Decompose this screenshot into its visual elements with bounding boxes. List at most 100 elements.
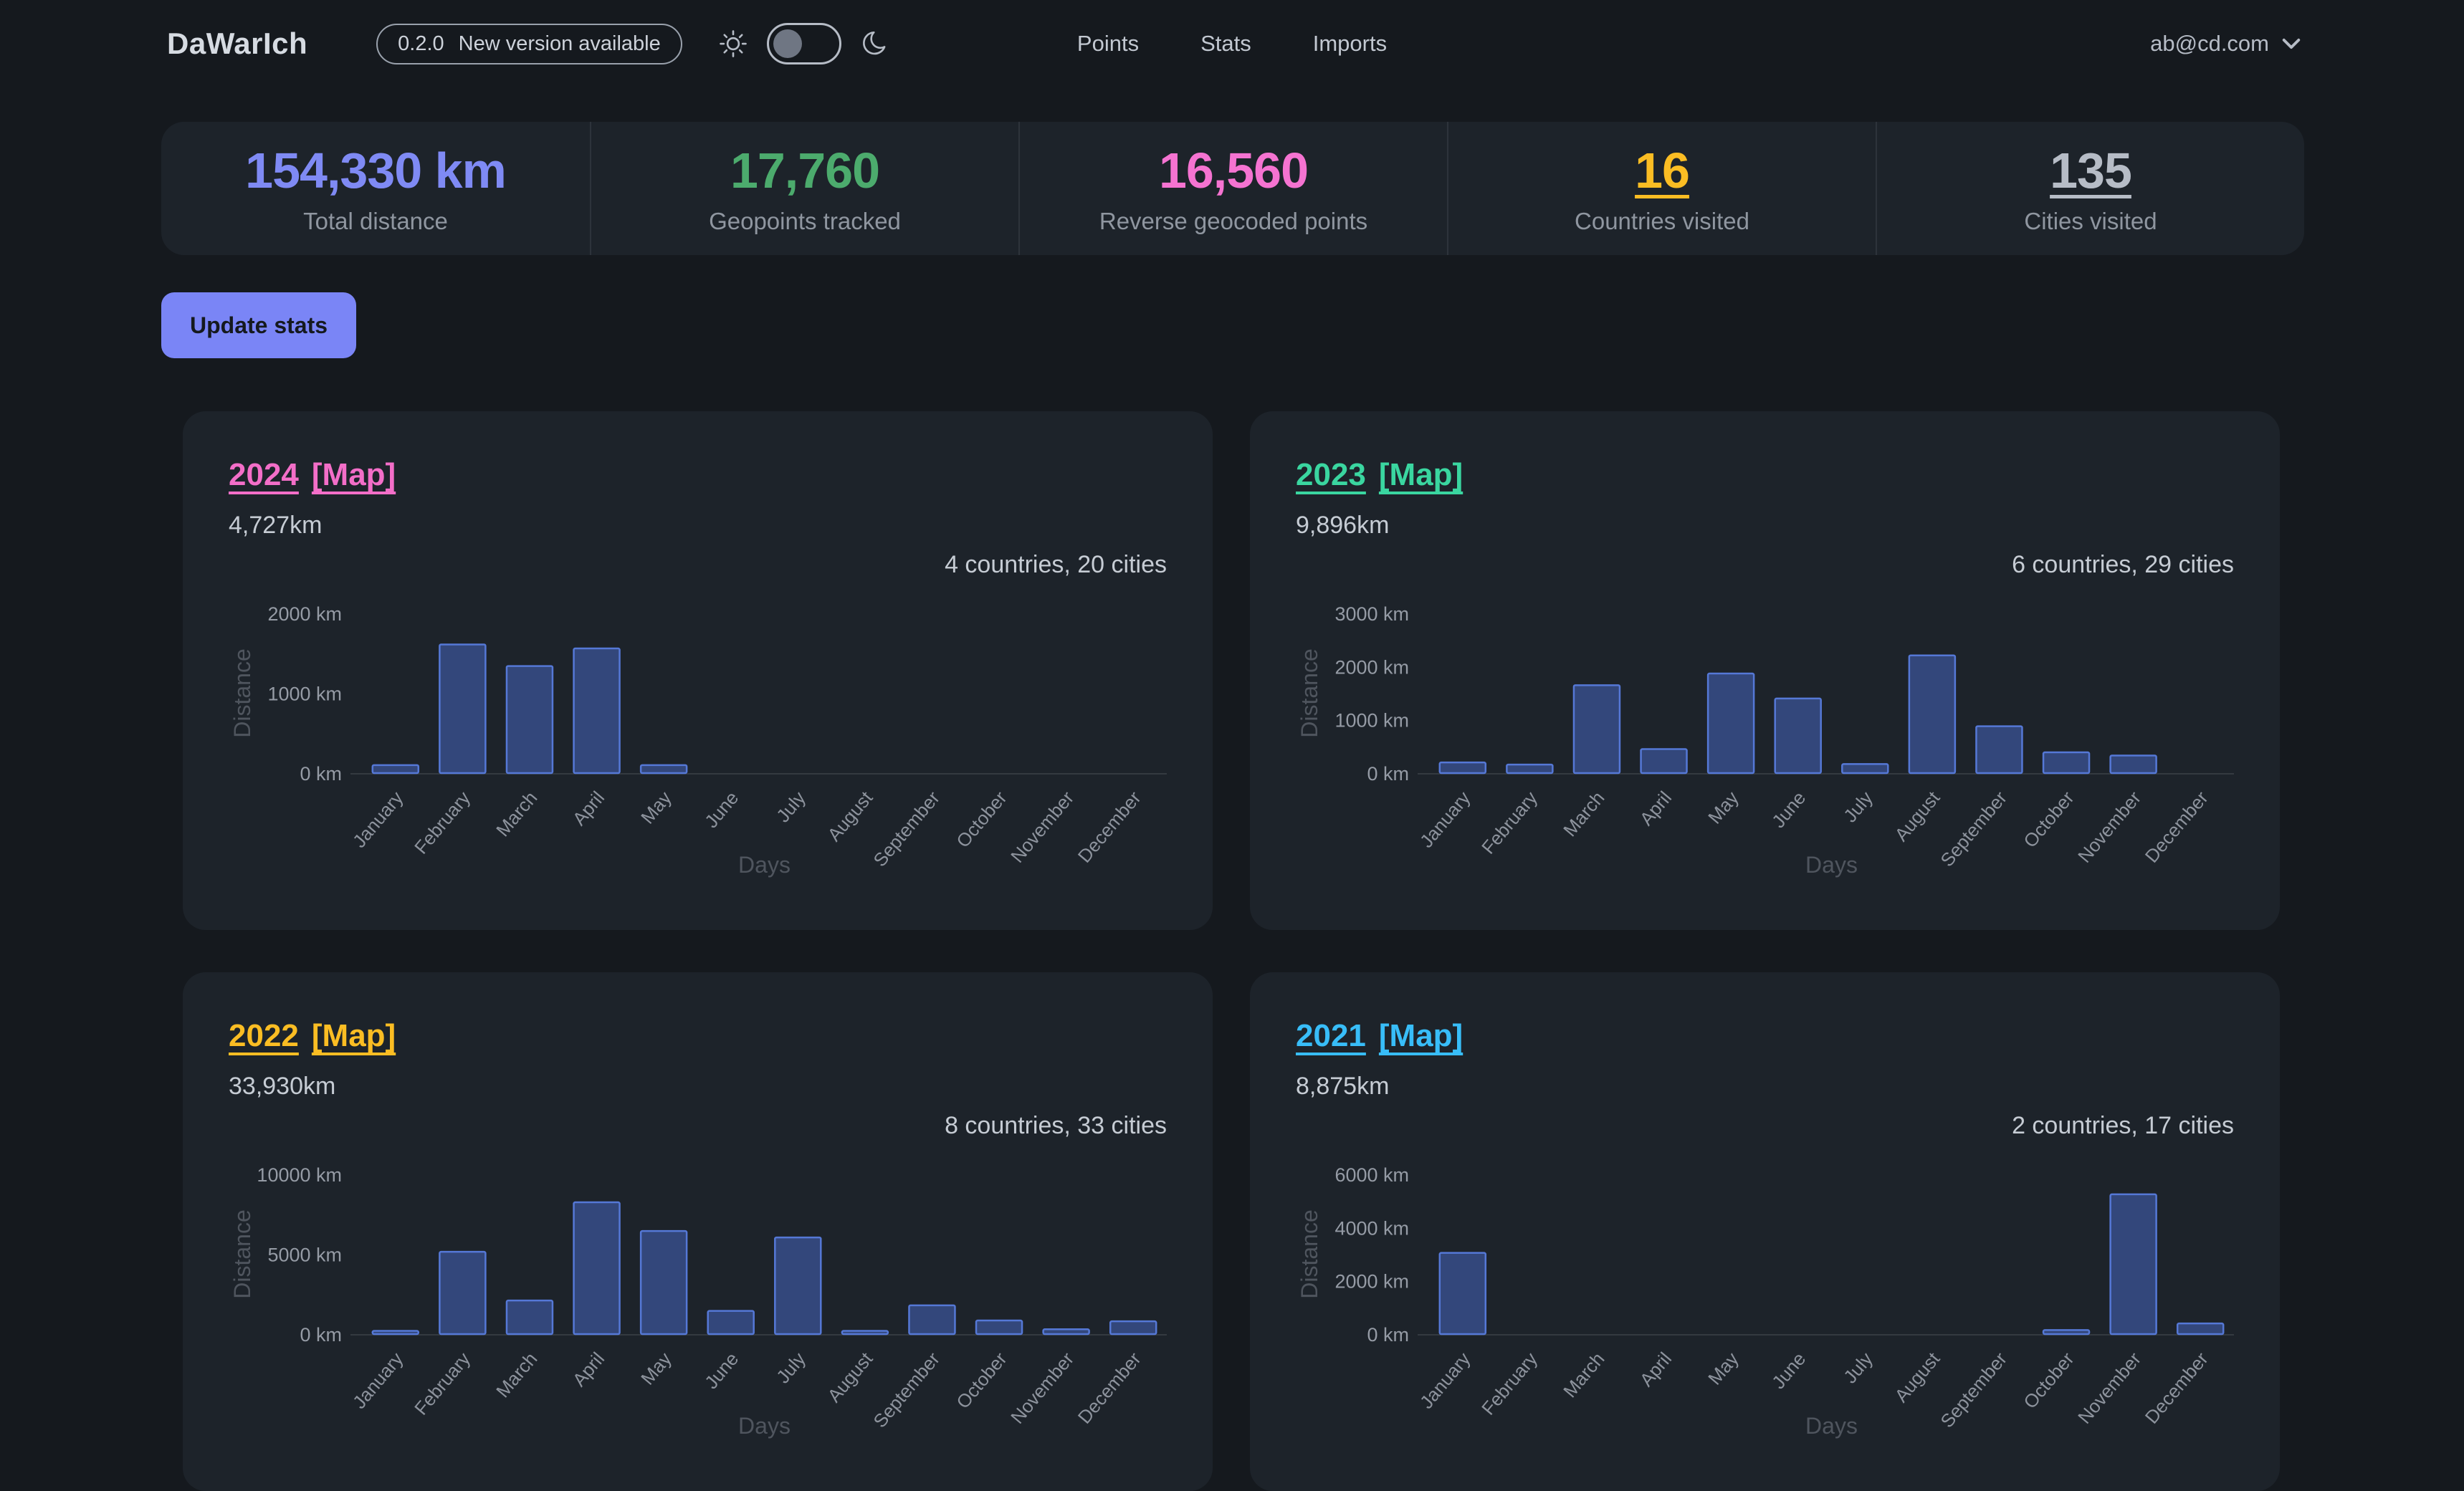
svg-text:February: February [410,787,474,858]
svg-text:November: November [1006,787,1078,866]
stat-value-reverse-geocoded: 16,560 [1158,143,1309,198]
year-link[interactable]: 2021 [1296,1018,1366,1053]
year-link[interactable]: 2022 [229,1018,299,1053]
svg-text:December: December [2141,787,2212,866]
year-distance: 9,896km [1296,512,1390,539]
svg-text:January: January [348,787,407,852]
svg-text:May: May [1704,787,1743,828]
svg-text:April: April [568,1348,608,1391]
year-summary: 4 countries, 20 cities [945,551,1167,578]
svg-text:September: September [869,1348,944,1432]
svg-text:May: May [636,787,676,828]
svg-text:October: October [2019,1348,2078,1412]
svg-text:June: June [1767,787,1810,832]
svg-text:November: November [2073,1348,2145,1427]
svg-text:September: September [1936,787,2011,871]
monthly-distance-chart: 0 km 1000 km 2000 km 3000 km Distance January… [1297,603,2234,878]
monthly-distance-chart: 0 km 1000 km 2000 km Distance January Februar… [229,603,1167,878]
svg-text:October: October [952,1348,1011,1412]
stat-label-total-distance: Total distance [303,208,448,234]
moon-icon [860,29,890,59]
svg-text:5000 km: 5000 km [267,1245,342,1266]
svg-text:February: February [1477,1348,1542,1419]
svg-text:1000 km: 1000 km [1334,710,1409,732]
year-card: 2021 [Map] 8,875km 2 countries, 17 citie… [1250,972,2280,1491]
theme-toggle-group [718,23,890,64]
svg-text:March: March [1559,787,1608,841]
year-card: 2022 [Map] 33,930km 8 countries, 33 citi… [183,972,1213,1491]
navbar: DaWarIch 0.2.0 New version available Poi… [0,0,2464,87]
svg-text:June: June [700,787,742,832]
map-link[interactable]: [Map] [311,457,396,492]
theme-switch[interactable] [766,23,841,64]
year-link[interactable]: 2023 [1296,457,1366,492]
year-summary: 6 countries, 29 cities [2012,551,2234,578]
stat-countries: 16 Countries visited [1447,122,1876,255]
svg-text:July: July [772,1348,810,1388]
stat-cities: 135 Cities visited [1876,122,2304,255]
year-card-title: 2024 [Map] [229,457,1167,493]
map-link[interactable]: [Map] [1378,1018,1463,1053]
nav-link-points[interactable]: Points [1076,31,1140,56]
svg-text:April: April [1635,787,1676,830]
svg-text:0 km: 0 km [300,1324,342,1346]
nav-link-imports[interactable]: Imports [1312,31,1388,56]
svg-text:October: October [2019,787,2078,851]
svg-text:February: February [1477,787,1542,858]
svg-text:Days: Days [1805,1413,1858,1439]
user-menu[interactable]: ab@cd.com [2150,31,2301,57]
svg-text:2000 km: 2000 km [1334,1271,1409,1293]
svg-text:November: November [1006,1348,1078,1427]
monthly-distance-chart: 0 km 2000 km 4000 km 6000 km Distance January… [1297,1164,2234,1439]
svg-text:Days: Days [738,852,791,878]
stat-total-distance: 154,330 km Total distance [161,122,590,255]
svg-text:November: November [2073,787,2145,866]
svg-text:January: January [1415,787,1474,852]
svg-text:December: December [2141,1348,2212,1427]
app-logo: DaWarIch [167,27,308,60]
user-email: ab@cd.com [2150,31,2269,56]
stat-value-cities: 135 [2050,143,2132,198]
svg-text:0 km: 0 km [1367,1324,1409,1346]
svg-text:February: February [410,1348,474,1419]
svg-text:August: August [823,1348,877,1406]
svg-text:6000 km: 6000 km [1334,1164,1409,1186]
version-number: 0.2.0 [398,32,444,55]
svg-text:October: October [952,787,1011,851]
svg-text:June: June [1767,1348,1810,1393]
update-stats-button[interactable]: Update stats [161,292,357,358]
year-cards-grid: 2024 [Map] 4,727km 4 countries, 20 citie… [183,411,2464,1491]
svg-text:0 km: 0 km [1367,763,1409,785]
svg-text:April: April [1635,1348,1676,1391]
stats-row: 154,330 km Total distance 17,760 Geopoin… [161,122,2304,255]
year-card: 2024 [Map] 4,727km 4 countries, 20 citie… [183,411,1213,930]
map-link[interactable]: [Map] [1378,457,1463,492]
svg-text:1000 km: 1000 km [267,684,342,705]
year-link[interactable]: 2024 [229,457,299,492]
svg-text:Distance: Distance [1297,1209,1322,1299]
svg-text:Distance: Distance [229,1209,255,1299]
stat-value-countries: 16 [1635,143,1690,198]
year-distance: 4,727km [229,512,323,539]
svg-text:Days: Days [738,1413,791,1439]
svg-text:10000 km: 10000 km [257,1164,342,1186]
svg-text:Distance: Distance [229,648,255,738]
svg-text:July: July [1839,787,1877,827]
year-card: 2023 [Map] 9,896km 6 countries, 29 citie… [1250,411,2280,930]
nav-link-stats[interactable]: Stats [1200,31,1251,56]
theme-switch-knob [773,29,802,58]
svg-text:3000 km: 3000 km [1334,603,1409,625]
stat-label-cities: Cities visited [2024,208,2157,234]
svg-text:July: July [772,787,810,827]
svg-text:January: January [348,1348,407,1413]
stat-value-geopoints: 17,760 [730,143,880,198]
version-badge[interactable]: 0.2.0 New version available [376,23,682,64]
svg-text:March: March [1559,1348,1608,1402]
svg-text:Distance: Distance [1297,648,1322,738]
year-summary: 2 countries, 17 cities [2012,1112,2234,1139]
map-link[interactable]: [Map] [311,1018,396,1053]
svg-text:January: January [1415,1348,1474,1413]
chevron-down-icon [2282,37,2301,50]
stat-label-countries: Countries visited [1575,208,1749,234]
stat-value-total-distance: 154,330 km [245,143,507,198]
